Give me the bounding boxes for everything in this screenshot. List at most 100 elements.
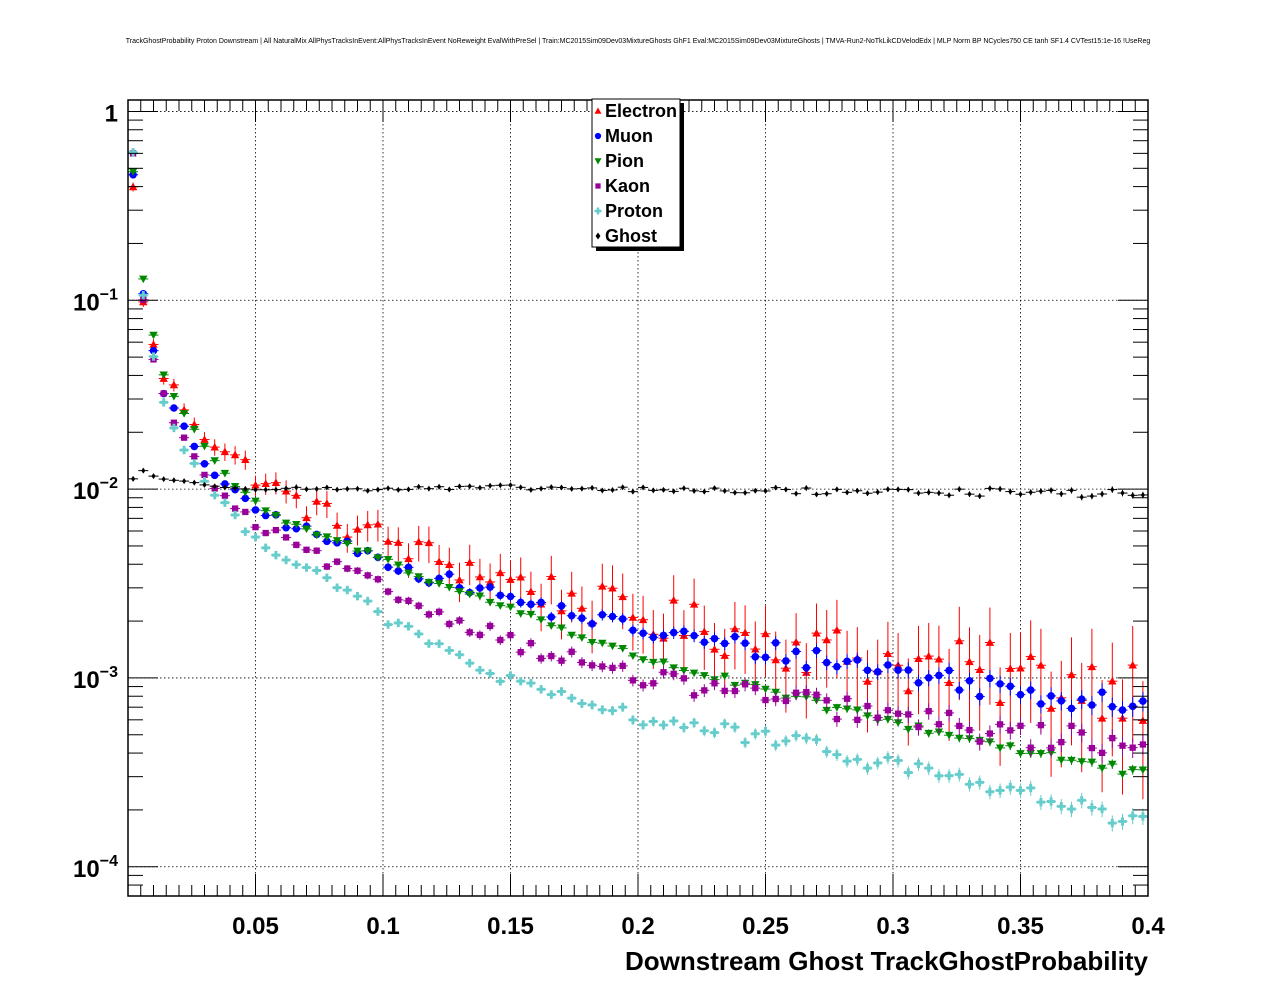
- data-point: [281, 480, 292, 504]
- marker-cross: [600, 705, 604, 714]
- data-point: [689, 717, 700, 729]
- data-point: [576, 634, 587, 642]
- marker-cross: [386, 620, 390, 629]
- data-point: [1097, 763, 1108, 774]
- marker-triangle-down: [159, 371, 168, 380]
- data-point: [1066, 699, 1077, 719]
- data-point: [454, 650, 465, 659]
- marker-circle: [1006, 682, 1015, 691]
- marker-square: [405, 597, 412, 604]
- marker-diamond: [263, 486, 268, 493]
- data-point: [464, 544, 475, 586]
- marker-cross: [560, 687, 563, 696]
- marker-circle: [608, 612, 617, 621]
- marker-triangle-up: [904, 686, 913, 695]
- x-tick-label: 0.1: [366, 913, 399, 940]
- marker-cross: [835, 750, 839, 759]
- marker-triangle-down: [332, 537, 342, 545]
- marker-diamond: [732, 489, 737, 496]
- marker-square: [293, 541, 300, 549]
- marker-triangle-up: [353, 525, 362, 533]
- data-point: [801, 685, 812, 700]
- data-point: [301, 486, 312, 493]
- marker-cross: [539, 685, 543, 694]
- data-point: [638, 484, 649, 491]
- marker-triangle-up: [934, 654, 944, 663]
- marker-triangle-up: [506, 575, 515, 583]
- marker-diamond: [1049, 487, 1054, 494]
- marker-cross: [1121, 817, 1124, 826]
- data-point: [1127, 625, 1138, 743]
- data-point: [893, 662, 904, 679]
- data-point: [250, 475, 261, 496]
- marker-circle: [741, 639, 749, 647]
- marker-diamond: [926, 489, 931, 496]
- marker-cross: [570, 693, 574, 703]
- marker-cross: [396, 618, 400, 628]
- data-point: [505, 630, 516, 641]
- data-point: [250, 506, 261, 514]
- data-point: [515, 557, 526, 603]
- marker-square: [527, 640, 535, 647]
- legend-item-kaon: Kaon: [595, 176, 650, 196]
- marker-cross: [447, 646, 451, 655]
- data-point: [495, 677, 506, 686]
- marker-diamond: [314, 485, 319, 492]
- data-point: [240, 508, 251, 516]
- data-point: [1056, 490, 1067, 497]
- marker-triangle-up: [700, 627, 709, 635]
- marker-square: [721, 687, 728, 695]
- data-point: [699, 672, 710, 680]
- data-point: [189, 453, 200, 460]
- marker-cross: [1029, 783, 1033, 793]
- marker-triangle-down: [577, 634, 587, 642]
- marker-square: [966, 726, 973, 734]
- marker-diamond: [273, 486, 278, 493]
- data-point: [954, 682, 965, 699]
- data-point: [689, 689, 700, 702]
- data-point: [515, 610, 526, 618]
- marker-triangle-up: [638, 615, 648, 624]
- data-point: [791, 685, 802, 701]
- marker-diamond: [386, 485, 391, 492]
- data-point: [495, 590, 506, 601]
- data-point: [525, 571, 536, 619]
- marker-triangle-down: [720, 672, 729, 681]
- marker-square: [486, 622, 494, 630]
- marker-circle: [445, 570, 454, 578]
- marker-diamond: [253, 486, 258, 493]
- marker-diamond: [396, 486, 401, 493]
- data-point: [383, 587, 394, 596]
- data-point: [536, 616, 547, 624]
- data-point: [321, 563, 332, 571]
- marker-circle: [527, 600, 535, 609]
- y-tick-label: 10−1: [73, 286, 118, 316]
- data-point: [780, 694, 791, 709]
- x-tick-label: 0.25: [742, 913, 789, 940]
- marker-cross: [662, 720, 665, 730]
- data-point: [597, 563, 608, 618]
- data-point: [352, 547, 363, 556]
- marker-triangle-down: [455, 588, 464, 596]
- data-point: [230, 510, 241, 520]
- data-point: [138, 275, 149, 284]
- marker-circle: [1067, 704, 1076, 713]
- marker-triangle-up: [914, 654, 923, 663]
- marker-diamond: [375, 486, 380, 493]
- data-point: [291, 484, 302, 491]
- marker-square: [1078, 729, 1085, 736]
- data-point: [158, 398, 169, 407]
- data-point: [903, 706, 914, 723]
- marker-diamond: [406, 486, 411, 493]
- marker-diamond: [661, 486, 666, 493]
- data-point: [1086, 757, 1097, 767]
- data-point: [474, 630, 485, 640]
- marker-cross: [213, 491, 217, 500]
- data-point: [933, 769, 944, 783]
- data-point: [179, 434, 190, 441]
- data-point: [219, 469, 230, 478]
- marker-cross: [825, 747, 829, 756]
- marker-diamond: [457, 483, 462, 490]
- marker-diamond: [845, 489, 850, 496]
- marker-triangle-down: [445, 583, 454, 592]
